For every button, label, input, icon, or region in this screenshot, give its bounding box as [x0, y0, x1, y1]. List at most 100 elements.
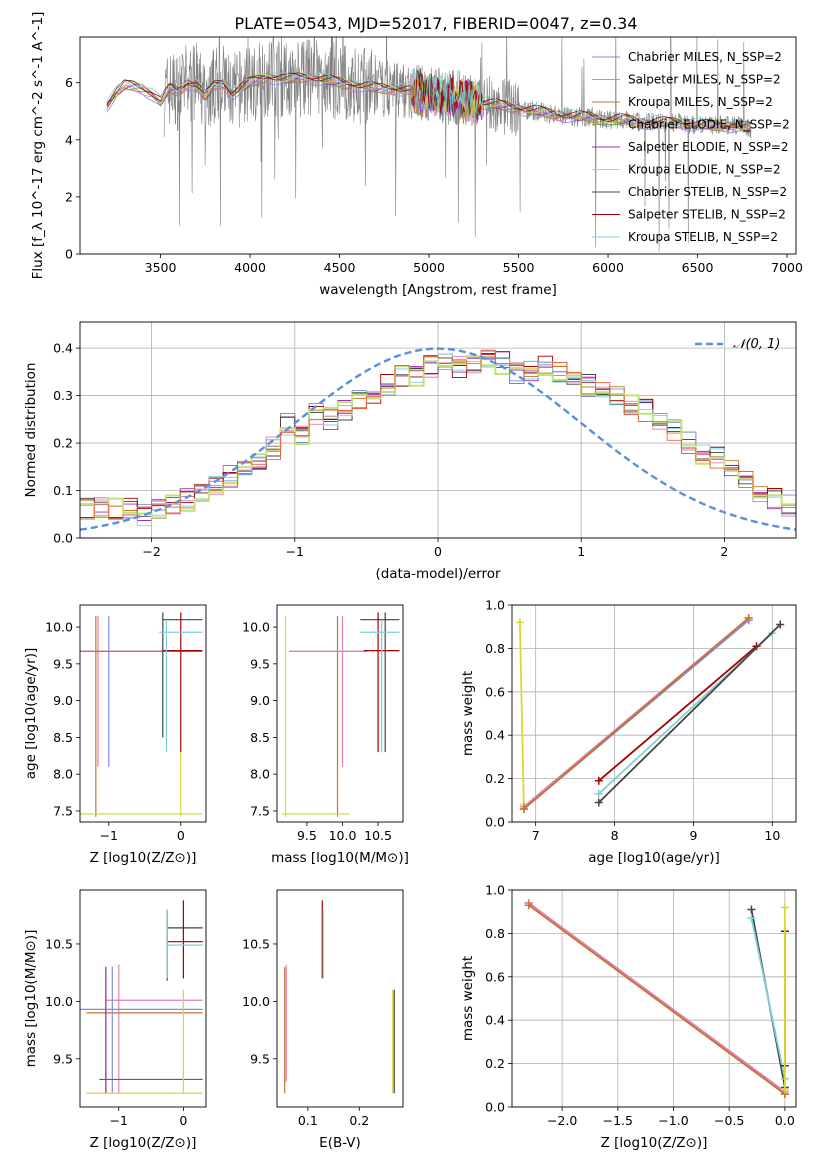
plot-area-age_vs_mass	[281, 612, 400, 817]
plot-area-mass_vs_Z	[80, 900, 203, 1094]
x-axis-label: Z [log10(Z/Z⊙)]	[601, 1135, 708, 1151]
axes-frame	[511, 604, 797, 823]
spectrum-model-line	[106, 72, 752, 127]
y-tick-label: 0.6	[485, 969, 505, 984]
x-tick-label: −1.5	[603, 1113, 633, 1128]
y-tick-label: 0.2	[485, 1056, 505, 1071]
x-tick-label: −1	[110, 1113, 128, 1128]
x-tick-label: 0.0	[775, 1113, 795, 1128]
y-tick-label: 0.8	[485, 926, 505, 941]
plot-area-mass_vs_ebv	[284, 900, 395, 1094]
x-tick-label: 4500	[324, 260, 356, 275]
histogram-step-line	[80, 353, 796, 513]
axes-frame	[79, 889, 207, 1108]
y-tick-label: 0	[65, 247, 73, 262]
x-tick-label: 0	[177, 828, 185, 843]
y-tick-label: 0.0	[53, 531, 73, 546]
legend-label: 𝒩(0, 1)	[733, 337, 780, 352]
y-tick-label: 0.4	[485, 728, 505, 743]
weight-line	[598, 623, 781, 804]
plot-area-weight_vs_Z	[524, 899, 789, 1098]
x-tick-label: 0	[434, 544, 442, 559]
histogram-step-line	[80, 349, 796, 519]
x-axis-label: age [log10(age/yr)]	[588, 850, 720, 866]
panel-mass_vs_ebv: 0.1 0.2 9.5 10.0 10.5 E(B-V)	[242, 889, 404, 1151]
y-tick-label: 10.5	[45, 936, 73, 951]
x-axis-label: (data-model)/error	[375, 566, 501, 582]
spectrum-model-line	[106, 67, 752, 126]
y-tick-label: 1.0	[485, 598, 505, 613]
y-tick-label: 8.0	[250, 767, 270, 782]
y-tick-label: 9.0	[53, 693, 73, 708]
y-tick-label: 10.0	[45, 994, 73, 1009]
weight-marker	[594, 798, 603, 807]
weight-marker	[594, 776, 603, 785]
y-tick-label: 0.2	[53, 436, 73, 451]
y-tick-label: 0.0	[485, 1100, 505, 1115]
x-tick-label: −1	[100, 828, 118, 843]
x-tick-label: 0.2	[349, 1113, 369, 1128]
y-tick-label: 9.5	[53, 656, 73, 671]
x-tick-label: 5000	[413, 260, 445, 275]
y-tick-label: 0.0	[485, 815, 505, 830]
weight-marker	[515, 618, 524, 627]
weight-marker	[747, 914, 756, 923]
y-axis-label: Flux [f_λ 10^-17 erg cm^-2 s^-1 A^-1]	[30, 12, 46, 280]
x-tick-label: 7	[532, 828, 540, 843]
x-tick-label: 9	[689, 828, 697, 843]
y-tick-label: 6	[65, 75, 73, 90]
normal-curve	[80, 347, 796, 531]
axes-frame	[276, 604, 404, 823]
legend-label: Chabrier STELIB, N_SSP=2	[628, 185, 787, 199]
panel-age_vs_Z: −1 0 7.5 8.0 8.5 9.0 9.5 10.0 Z [log10(Z/Z⊙)] age…	[23, 604, 207, 866]
y-tick-label: 10.5	[242, 936, 270, 951]
y-tick-label: 9.5	[250, 1051, 270, 1066]
y-tick-label: 7.5	[250, 803, 270, 818]
histogram-step-line	[80, 353, 796, 527]
legend-label: Chabrier MILES, N_SSP=2	[628, 50, 782, 64]
x-tick-label: −2.0	[547, 1113, 577, 1128]
y-tick-label: 4	[65, 132, 73, 147]
x-axis-label: mass [log10(M/M⊙)]	[271, 850, 409, 866]
legend-label: Kroupa MILES, N_SSP=2	[628, 95, 773, 109]
spectrum-model-line	[106, 73, 752, 132]
panel-age_vs_mass: 9.5 10.0 10.5 7.5 8.0 8.5 9.0 9.5 10.0 mass [log1…	[242, 604, 409, 866]
histogram-step-line	[80, 353, 796, 519]
x-tick-label: 7000	[771, 260, 803, 275]
x-tick-label: 6000	[592, 260, 624, 275]
y-tick-label: 1.0	[485, 883, 505, 898]
weight-marker	[780, 903, 789, 912]
axes-frame	[276, 889, 404, 1108]
figure-title: PLATE=0543, MJD=52017, FIBERID=0047, z=0…	[234, 14, 637, 33]
x-axis-label: E(B-V)	[319, 1135, 361, 1151]
x-tick-label: −1.0	[658, 1113, 688, 1128]
plot-area-age_vs_Z	[80, 612, 203, 817]
weight-line	[528, 904, 786, 1095]
y-tick-label: 9.5	[53, 1051, 73, 1066]
y-tick-label: 8.0	[53, 767, 73, 782]
y-axis-label: Normed distribution	[23, 363, 39, 498]
panel-weight_vs_Z: −2.0 −1.5 −1.0 −0.5 0.0 0.0 0.2 0.4 0.6 0.8 1.0 Z […	[460, 883, 797, 1151]
x-tick-label: 6500	[682, 260, 714, 275]
axes-frame	[79, 604, 207, 823]
y-tick-label: 0.3	[53, 388, 73, 403]
axes-frame	[79, 36, 797, 255]
y-tick-label: 0.8	[485, 641, 505, 656]
x-tick-label: 8	[611, 828, 619, 843]
axes-frame	[79, 321, 797, 539]
weight-line	[519, 622, 525, 805]
y-tick-label: 8.5	[250, 730, 270, 745]
x-axis-label: wavelength [Angstrom, rest frame]	[319, 282, 557, 298]
panel-spectrum: 3500 4000 4500 5000 5500 6000 6500 7000 0 2 4 6 wave…	[30, 12, 803, 298]
y-tick-label: 10.0	[242, 994, 270, 1009]
y-tick-label: 0.6	[485, 684, 505, 699]
weight-marker	[524, 901, 533, 910]
histogram-step-line	[80, 350, 796, 520]
x-tick-label: 0	[179, 1113, 187, 1128]
y-tick-label: 8.5	[53, 730, 73, 745]
weight-line	[528, 902, 786, 1093]
legend-label: Salpeter ELODIE, N_SSP=2	[628, 140, 789, 154]
y-tick-label: 0.1	[53, 483, 73, 498]
legend-label: Salpeter MILES, N_SSP=2	[628, 73, 781, 87]
